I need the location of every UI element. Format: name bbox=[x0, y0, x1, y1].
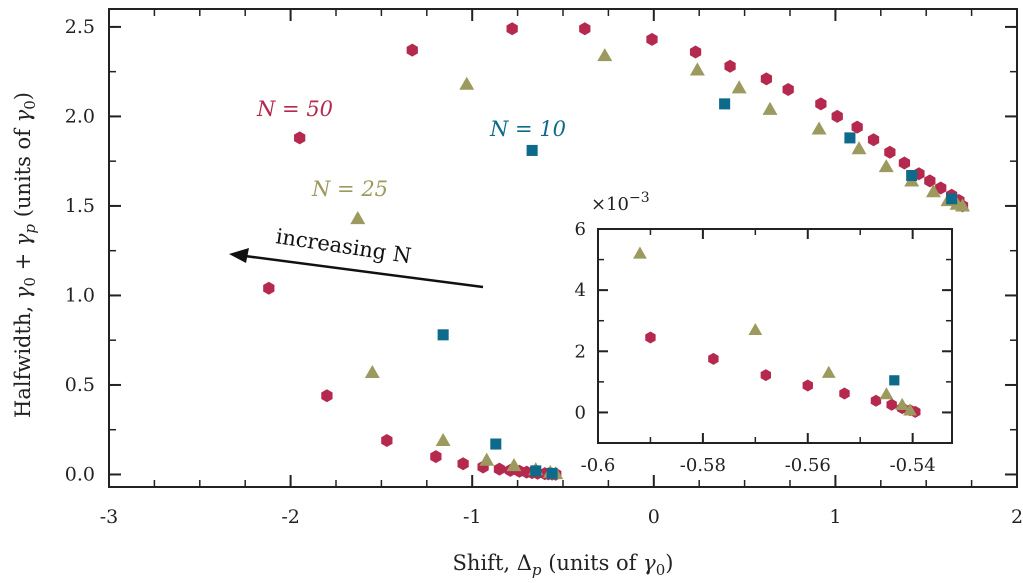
main-x-tick-label: 1 bbox=[829, 506, 841, 528]
main-point-triangle bbox=[955, 198, 970, 212]
increasing-n-arrow bbox=[229, 248, 484, 289]
main-point-hexagon bbox=[406, 43, 418, 57]
main-y-tick-label: 1.0 bbox=[65, 284, 95, 306]
inset-y-tick-label: 0 bbox=[575, 402, 586, 423]
main-point-triangle bbox=[811, 121, 827, 135]
main-x-tick-label: -1 bbox=[463, 506, 482, 528]
inset-point-hexagon bbox=[886, 398, 897, 411]
inset-y-tick-label: 4 bbox=[575, 280, 586, 301]
annotation-n25: N = 25 bbox=[311, 177, 388, 201]
main-x-tick-label: 2 bbox=[1011, 506, 1023, 528]
main-point-triangle bbox=[459, 76, 475, 90]
main-y-tick-label: 2.0 bbox=[65, 105, 95, 127]
main-point-triangle bbox=[597, 48, 613, 62]
main-point-triangle bbox=[506, 458, 522, 472]
main-point-hexagon bbox=[884, 145, 896, 159]
main-point-hexagon bbox=[851, 120, 863, 134]
inset-y-tick-label: 2 bbox=[575, 341, 586, 362]
main-point-square bbox=[526, 144, 538, 156]
main-point-triangle bbox=[878, 159, 894, 173]
main-point-square bbox=[530, 465, 542, 477]
inset-x-tick-label: -0.56 bbox=[785, 455, 831, 476]
main-axis-ticks: -3 -2 -1 0 1 2 0.0 0.5 1.0 1.5 2.0 2.5 bbox=[65, 9, 1023, 528]
main-y-tick-label: 2.5 bbox=[65, 16, 95, 38]
main-point-hexagon bbox=[321, 389, 333, 403]
inset-point-triangle bbox=[879, 387, 894, 400]
main-y-tick-label: 0.0 bbox=[65, 463, 95, 485]
main-point-triangle bbox=[762, 101, 778, 115]
annotation-n50: N = 50 bbox=[256, 97, 333, 121]
inset-multiplier-label: ×10−3 bbox=[591, 190, 650, 215]
main-point-hexagon bbox=[430, 450, 442, 464]
main-point-hexagon bbox=[935, 181, 947, 195]
main-point-hexagon bbox=[924, 174, 936, 188]
main-point-hexagon bbox=[579, 22, 591, 36]
inset-point-hexagon bbox=[708, 352, 719, 365]
main-point-hexagon bbox=[898, 156, 911, 170]
main-point-square bbox=[844, 132, 856, 144]
main-point-square bbox=[719, 98, 731, 110]
main-point-triangle bbox=[731, 80, 747, 94]
inset-y-tick-label: 6 bbox=[575, 219, 586, 240]
main-point-hexagon bbox=[263, 281, 275, 295]
main-point-hexagon bbox=[493, 462, 506, 476]
main-point-triangle bbox=[435, 432, 451, 447]
inset-axis-ticks: -0.6 -0.58 -0.56 -0.54 0 2 4 6 bbox=[575, 219, 952, 476]
inset-x-tick-label: -0.58 bbox=[680, 455, 726, 476]
inset-x-tick-label: -0.6 bbox=[581, 455, 616, 476]
inset-point-hexagon bbox=[802, 379, 813, 392]
main-point-hexagon bbox=[381, 433, 393, 447]
inset-point-hexagon bbox=[839, 387, 850, 400]
main-point-square bbox=[906, 169, 918, 182]
inset-point-triangle bbox=[903, 403, 917, 416]
main-y-tick-label: 0.5 bbox=[65, 374, 95, 396]
inset-point-hexagon bbox=[870, 394, 882, 407]
main-point-square bbox=[490, 438, 502, 450]
main-point-hexagon bbox=[867, 133, 880, 147]
main-point-triangle bbox=[479, 452, 495, 466]
main-x-tick-label: -3 bbox=[100, 506, 119, 528]
main-point-hexagon bbox=[815, 97, 827, 111]
main-point-triangle bbox=[925, 184, 941, 198]
inset-point-hexagon bbox=[645, 331, 656, 344]
main-point-triangle bbox=[851, 141, 867, 155]
y-axis-title: Halfwidth, γ0 + γp (units of γ0) bbox=[11, 92, 39, 418]
main-point-triangle bbox=[689, 62, 705, 76]
inset-data-points bbox=[633, 246, 921, 418]
main-point-square bbox=[546, 467, 558, 479]
x-axis-title: Shift, Δp (units of γ0) bbox=[453, 551, 674, 579]
main-point-hexagon bbox=[457, 457, 469, 471]
inset-point-triangle bbox=[633, 246, 647, 259]
main-point-hexagon bbox=[294, 131, 306, 145]
main-point-hexagon bbox=[646, 32, 658, 46]
main-data-points bbox=[263, 22, 970, 481]
main-point-hexagon bbox=[506, 22, 518, 36]
main-point-triangle bbox=[364, 364, 380, 379]
main-point-hexagon bbox=[724, 59, 736, 73]
main-y-tick-label: 1.5 bbox=[65, 195, 95, 217]
inset-point-square bbox=[889, 375, 900, 386]
main-point-square bbox=[437, 329, 449, 341]
main-x-tick-label: -2 bbox=[281, 506, 300, 528]
inset-x-tick-label: -0.54 bbox=[890, 455, 936, 476]
main-point-triangle bbox=[350, 210, 366, 225]
main-point-hexagon bbox=[831, 109, 843, 123]
annotation-n10: N = 10 bbox=[489, 117, 566, 141]
main-x-tick-label: 0 bbox=[648, 506, 660, 528]
inset-point-triangle bbox=[895, 397, 910, 410]
main-point-square bbox=[946, 193, 958, 205]
inset-point-triangle bbox=[821, 365, 836, 378]
inset-point-triangle bbox=[748, 322, 763, 336]
main-point-hexagon bbox=[689, 45, 702, 59]
main-point-hexagon bbox=[782, 83, 794, 97]
main-point-hexagon bbox=[760, 72, 773, 86]
inset-point-hexagon bbox=[760, 369, 772, 382]
